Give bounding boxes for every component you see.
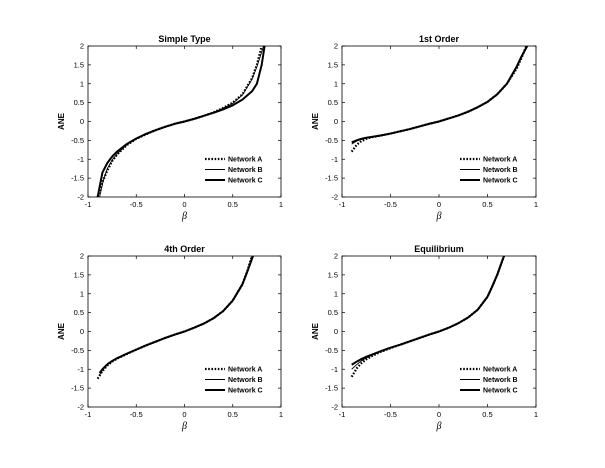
legend-label: Network A bbox=[228, 157, 262, 164]
series-line-network-c bbox=[98, 256, 254, 374]
chart-panel-0: -1 -0.5 0 0.5 1 2 1.5 1 0.5 0 -0.5 -1 -1.5 -2 Simple T… bbox=[57, 34, 283, 222]
y-axis-label: ANE bbox=[311, 322, 320, 340]
y-tick-label: -1 bbox=[331, 365, 338, 374]
legend-label: Network C bbox=[483, 388, 518, 395]
series-line-network-c bbox=[96, 46, 266, 197]
x-axis-label: β bbox=[181, 211, 187, 222]
y-tick-label: -2 bbox=[77, 403, 84, 412]
x-axis-label: β bbox=[436, 211, 442, 222]
x-tick-label: 0.5 bbox=[228, 410, 238, 419]
chart-title: Simple Type bbox=[158, 34, 210, 44]
y-tick-label: 1.5 bbox=[328, 270, 338, 279]
series-line-network-b bbox=[99, 256, 253, 376]
y-tick-label: 1 bbox=[80, 289, 84, 298]
x-tick-label: 1 bbox=[279, 200, 283, 209]
y-tick-label: -1.5 bbox=[71, 384, 84, 393]
y-tick-label: -1.5 bbox=[325, 174, 338, 183]
x-tick-label: -0.5 bbox=[130, 200, 143, 209]
y-tick-label: -0.5 bbox=[325, 136, 338, 145]
y-tick-label: 1 bbox=[334, 289, 338, 298]
y-tick-label: 1.5 bbox=[328, 60, 338, 69]
x-tick-label: -0.5 bbox=[384, 200, 397, 209]
y-tick-label: 0 bbox=[80, 327, 84, 336]
series-line-network-b bbox=[351, 256, 505, 370]
x-tick-label: 0.5 bbox=[482, 410, 492, 419]
legend-label: Network B bbox=[483, 377, 518, 384]
x-tick-label: 0.5 bbox=[228, 200, 238, 209]
chart-title: 4th Order bbox=[164, 244, 205, 254]
legend-label: Network C bbox=[228, 388, 263, 395]
y-tick-label: 0 bbox=[334, 327, 338, 336]
chart-title: 1st Order bbox=[419, 34, 460, 44]
x-axis-label: β bbox=[181, 421, 187, 432]
x-tick-label: 0 bbox=[437, 410, 441, 419]
x-tick-label: 0 bbox=[437, 200, 441, 209]
x-tick-label: 0.5 bbox=[482, 200, 492, 209]
y-axis-label: ANE bbox=[57, 322, 66, 340]
y-tick-label: 0.5 bbox=[328, 98, 338, 107]
legend-label: Network B bbox=[228, 167, 263, 174]
y-tick-label: 1 bbox=[80, 79, 84, 88]
legend-label: Network C bbox=[483, 178, 518, 185]
y-tick-label: -1.5 bbox=[71, 174, 84, 183]
x-tick-label: -0.5 bbox=[384, 410, 397, 419]
y-tick-label: -0.5 bbox=[71, 136, 84, 145]
legend-label: Network B bbox=[483, 167, 518, 174]
series-line-network-a bbox=[350, 256, 506, 378]
y-tick-label: 2 bbox=[334, 42, 338, 51]
x-tick-label: 0 bbox=[182, 410, 186, 419]
series-line-network-c bbox=[351, 256, 505, 366]
x-tick-label: 1 bbox=[534, 200, 538, 209]
legend-label: Network B bbox=[228, 377, 263, 384]
y-tick-label: 0.5 bbox=[74, 308, 84, 317]
y-tick-label: 2 bbox=[334, 252, 338, 261]
chart-panel-2: -1 -0.5 0 0.5 1 2 1.5 1 0.5 0 -0.5 -1 -1.5 -2 4th Orde… bbox=[57, 244, 283, 432]
legend-label: Network A bbox=[483, 157, 517, 164]
y-tick-label: 0.5 bbox=[328, 308, 338, 317]
x-tick-label: -1 bbox=[85, 410, 92, 419]
y-tick-label: -1 bbox=[77, 365, 84, 374]
y-tick-label: 2 bbox=[80, 42, 84, 51]
x-tick-label: -1 bbox=[339, 410, 346, 419]
x-tick-label: 1 bbox=[279, 410, 283, 419]
x-tick-label: -1 bbox=[339, 200, 346, 209]
y-tick-label: -2 bbox=[331, 403, 338, 412]
y-tick-label: -1 bbox=[331, 155, 338, 164]
x-tick-label: 0 bbox=[182, 200, 186, 209]
y-tick-label: -0.5 bbox=[325, 346, 338, 355]
x-tick-label: -1 bbox=[85, 200, 92, 209]
legend-label: Network A bbox=[483, 367, 517, 374]
y-axis-label: ANE bbox=[57, 112, 66, 130]
y-tick-label: 0.5 bbox=[74, 98, 84, 107]
y-tick-label: 0 bbox=[334, 117, 338, 126]
y-tick-label: 2 bbox=[80, 252, 84, 261]
x-tick-label: 1 bbox=[534, 410, 538, 419]
y-axis-label: ANE bbox=[311, 112, 320, 130]
series-line-network-b bbox=[351, 46, 528, 145]
y-tick-label: -2 bbox=[331, 193, 338, 202]
chart-title: Equilibrium bbox=[414, 244, 464, 254]
y-tick-label: 1.5 bbox=[74, 60, 84, 69]
series-line-network-a bbox=[96, 46, 263, 197]
chart-panel-1: -1 -0.5 0 0.5 1 2 1.5 1 0.5 0 -0.5 -1 -1.5 -2 1st Orde… bbox=[311, 34, 538, 222]
y-tick-label: -0.5 bbox=[71, 346, 84, 355]
series-line-network-c bbox=[351, 46, 529, 144]
series-line-network-a bbox=[96, 256, 254, 380]
y-tick-label: -2 bbox=[77, 193, 84, 202]
legend-label: Network A bbox=[228, 367, 262, 374]
x-axis-label: β bbox=[436, 421, 442, 432]
y-tick-label: -1 bbox=[77, 155, 84, 164]
y-tick-label: -1.5 bbox=[325, 384, 338, 393]
chart-panel-3: -1 -0.5 0 0.5 1 2 1.5 1 0.5 0 -0.5 -1 -1.5 -2 Equilibr… bbox=[311, 244, 538, 432]
x-tick-label: -0.5 bbox=[130, 410, 143, 419]
y-tick-label: 1.5 bbox=[74, 270, 84, 279]
y-tick-label: 0 bbox=[80, 117, 84, 126]
y-tick-label: 1 bbox=[334, 79, 338, 88]
legend-label: Network C bbox=[228, 178, 263, 185]
